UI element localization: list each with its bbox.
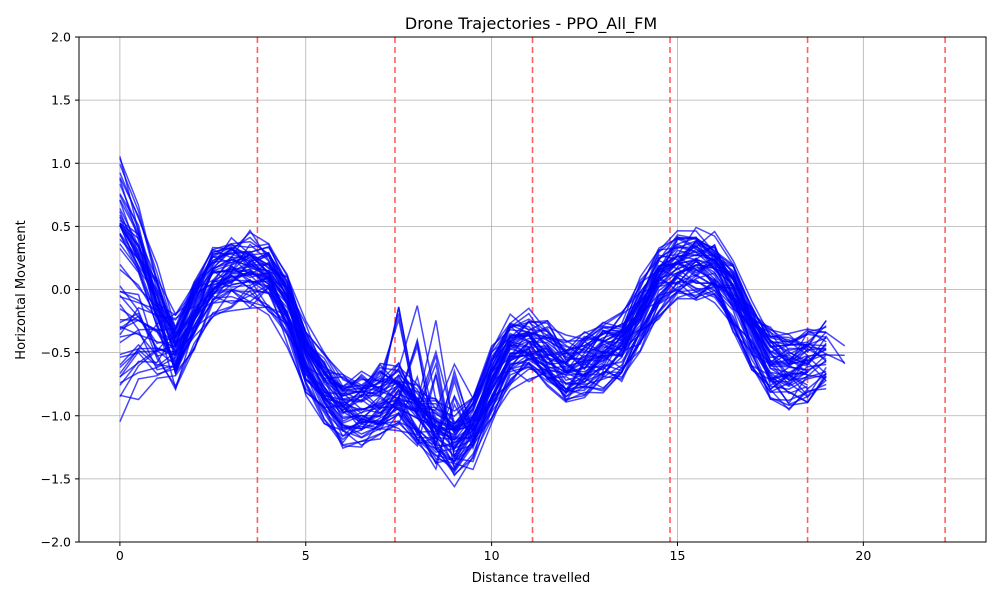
- x-axis-label: Distance travelled: [472, 571, 591, 586]
- chart-title: Drone Trajectories - PPO_All_FM: [405, 14, 657, 34]
- trajectory-line: [119, 285, 827, 471]
- trajectory-series: [119, 156, 846, 489]
- y-tick-label: 1.0: [51, 156, 71, 171]
- y-tick-label: 1.5: [51, 93, 71, 108]
- trajectory-line: [119, 208, 827, 440]
- y-tick-label: −1.5: [41, 471, 71, 486]
- y-tick-label: −0.5: [41, 345, 71, 360]
- y-axis-label: Horizontal Movement: [14, 220, 29, 359]
- x-tick-label: 0: [116, 548, 124, 563]
- trajectory-line: [119, 241, 827, 441]
- x-tick-label: 10: [484, 548, 500, 563]
- y-tick-label: −2.0: [41, 535, 71, 550]
- trajectory-line: [119, 253, 808, 444]
- trajectory-line: [119, 270, 809, 469]
- trajectory-line: [119, 222, 827, 412]
- x-axis-ticks: 0 5 10 15 20: [116, 542, 871, 563]
- trajectory-line: [119, 224, 827, 435]
- y-tick-label: 0.0: [51, 282, 71, 297]
- y-axis-ticks: −2.0 −1.5 −1.0 −0.5 0.0 0.5 1.0 1.5 2.0: [41, 30, 79, 550]
- y-tick-label: −1.0: [41, 408, 71, 423]
- trajectory-line: [119, 219, 808, 441]
- trajectory-line: [119, 225, 827, 433]
- trajectory-line: [119, 193, 827, 476]
- y-tick-label: 0.5: [51, 219, 71, 234]
- x-tick-label: 15: [670, 548, 686, 563]
- y-tick-label: 2.0: [51, 30, 71, 45]
- x-tick-label: 20: [855, 548, 871, 563]
- x-tick-label: 5: [302, 548, 310, 563]
- trajectory-line: [119, 224, 827, 462]
